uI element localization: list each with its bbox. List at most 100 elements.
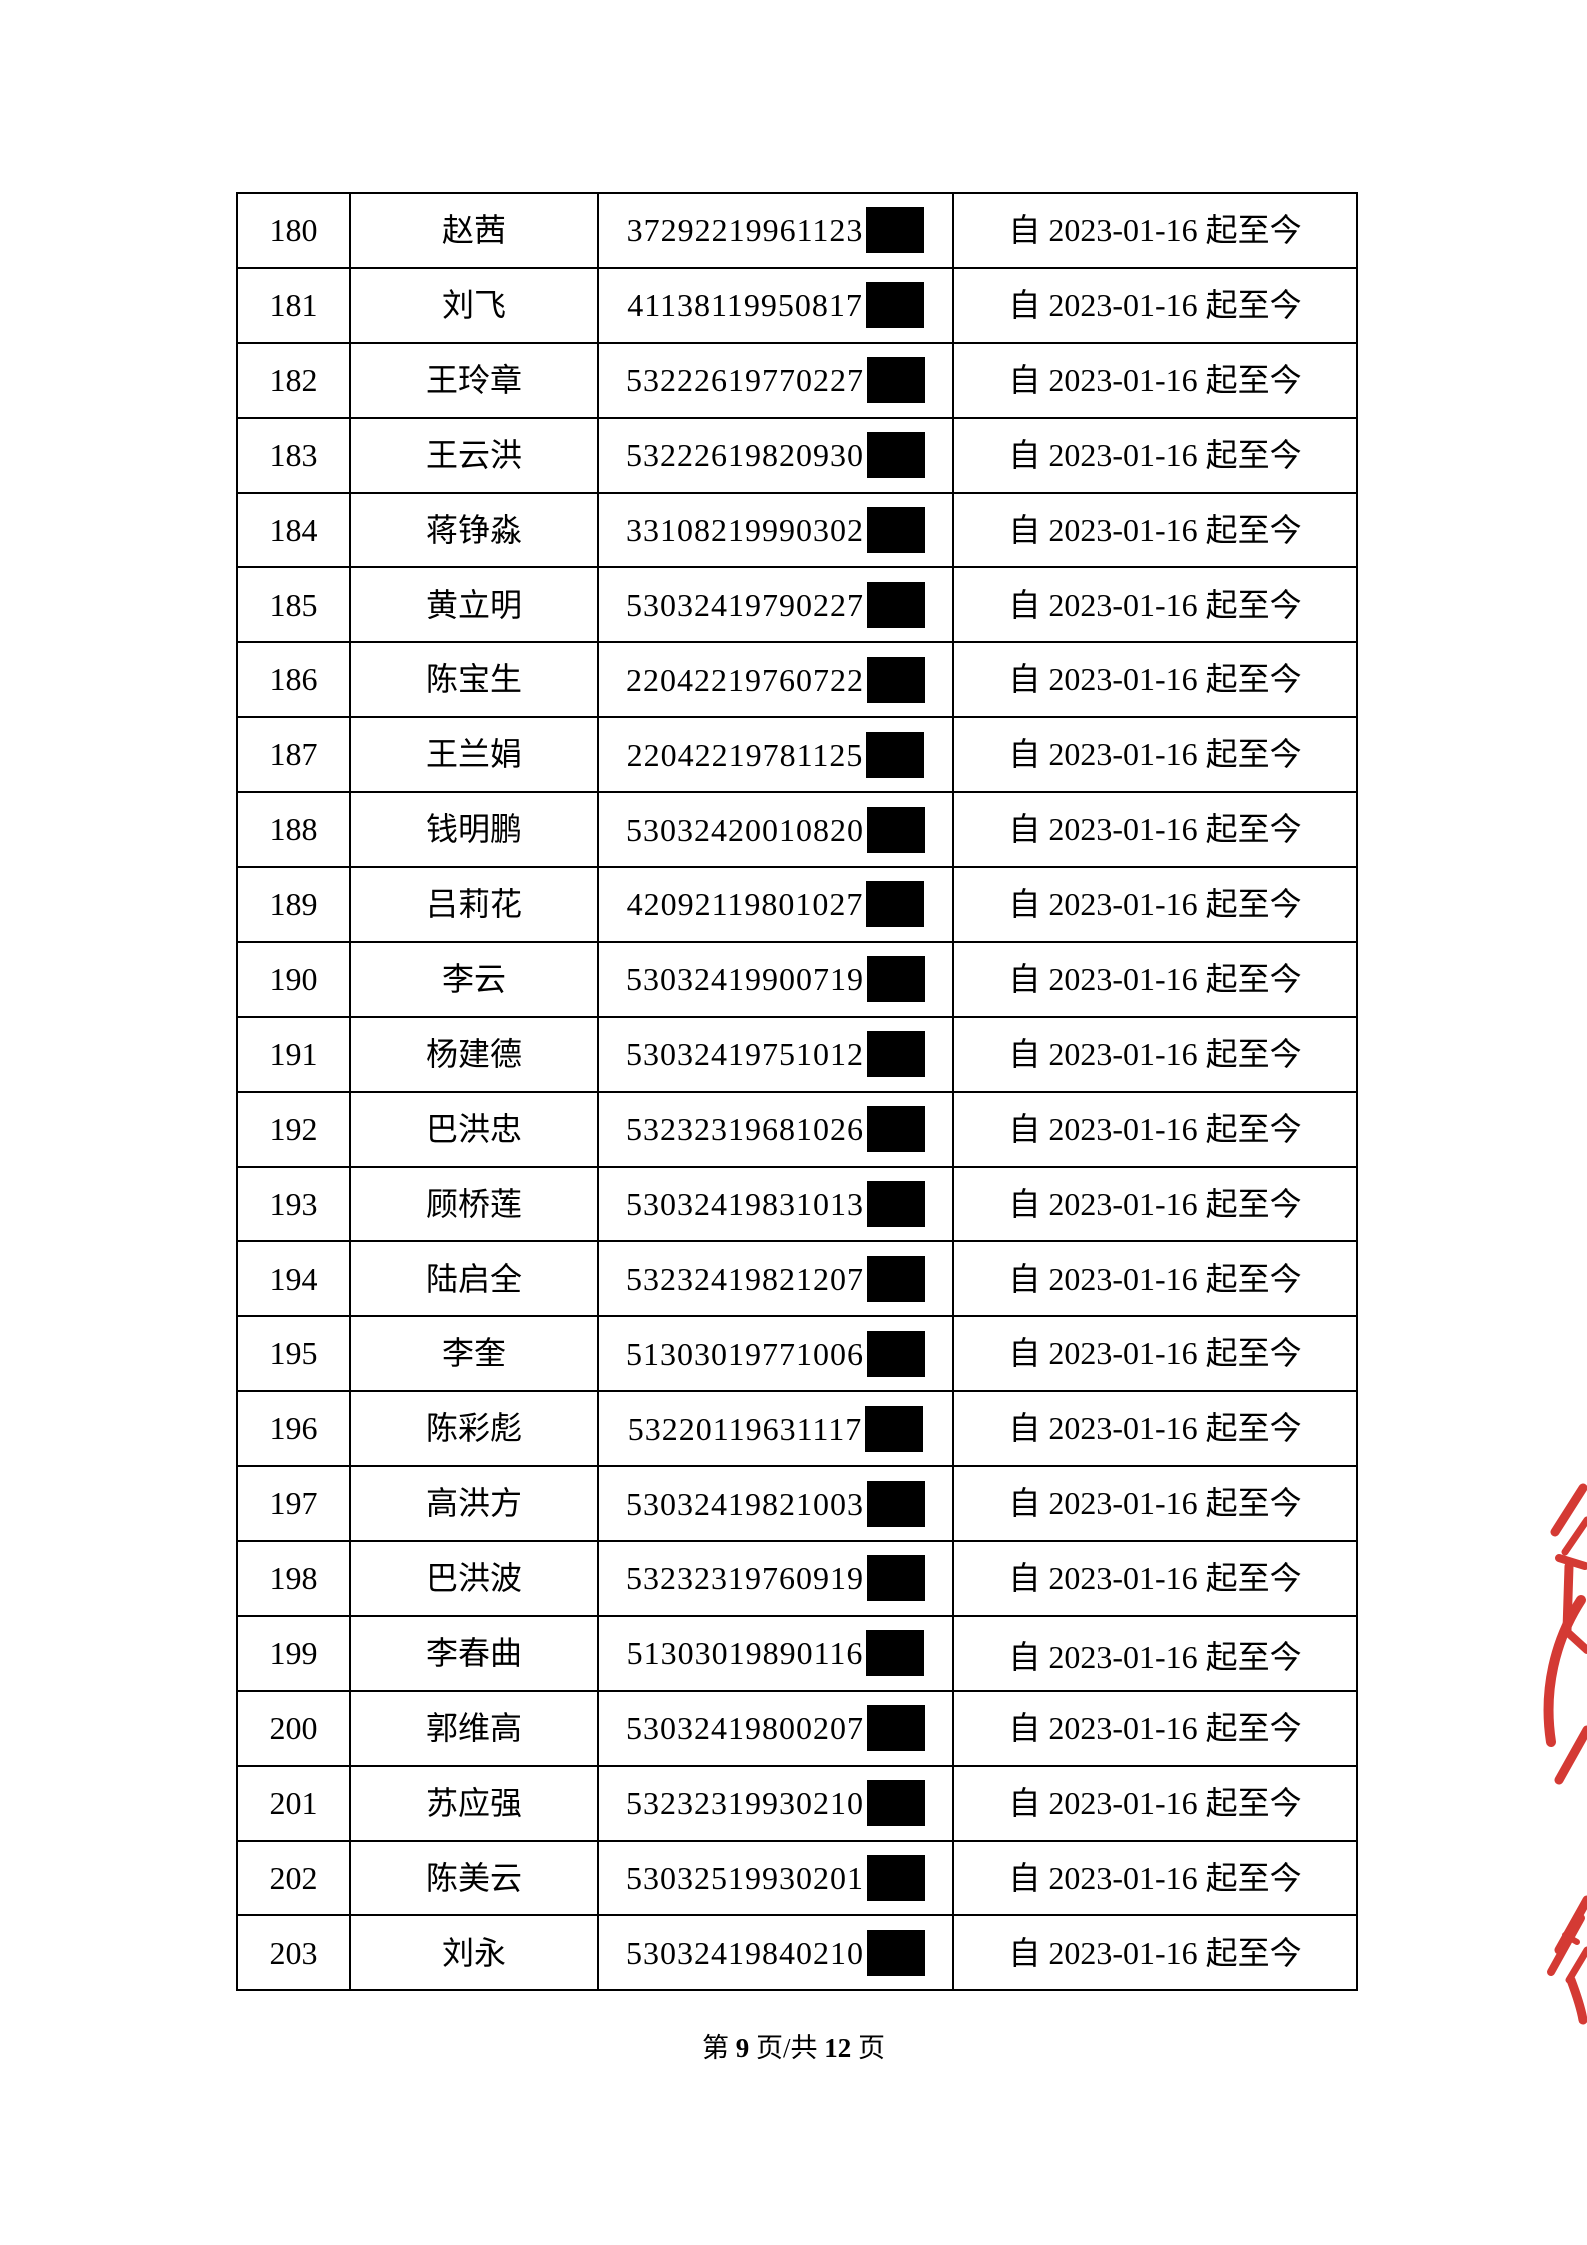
redaction-box: [867, 806, 925, 853]
period-text: 自 2023-01-16 起至今: [1008, 1410, 1302, 1447]
id-number-cell: 53032419751012: [597, 1015, 954, 1093]
id-number-cell: 53032419790227: [597, 566, 954, 644]
table-row: 191 杨建德 53032419751012 自 2023-01-16 起至今: [236, 1015, 1358, 1093]
person-name: 刘永: [349, 1914, 599, 1992]
period-cell: 自 2023-01-16 起至今: [952, 341, 1358, 419]
period-text: 自 2023-01-16 起至今: [1008, 1185, 1302, 1222]
id-number: 53032419840210: [626, 1934, 864, 1971]
id-number-cell: 37292219961123: [597, 192, 954, 269]
period-text: 自 2023-01-16 起至今: [1008, 1110, 1302, 1147]
redaction-box: [867, 357, 925, 404]
table-row: 203 刘永 53032419840210 自 2023-01-16 起至今: [236, 1914, 1358, 1992]
person-name: 蒋铮淼: [349, 491, 599, 569]
person-name: 吕莉花: [349, 866, 599, 943]
person-name: 陈美云: [349, 1839, 599, 1917]
id-number: 53032419800207: [626, 1710, 864, 1747]
person-name: 陆启全: [349, 1240, 599, 1318]
period-cell: 自 2023-01-16 起至今: [952, 566, 1358, 644]
period-cell: 自 2023-01-16 起至今: [952, 791, 1358, 869]
period-cell: 自 2023-01-16 起至今: [952, 1390, 1358, 1468]
person-name: 杨建德: [349, 1015, 599, 1093]
id-number: 53032419831013: [626, 1186, 864, 1223]
period-cell: 自 2023-01-16 起至今: [952, 1839, 1358, 1917]
person-name: 刘飞: [349, 266, 599, 344]
redaction-box: [867, 656, 925, 703]
period-text: 自 2023-01-16 起至今: [1008, 212, 1302, 249]
id-number: 42092119801027: [626, 886, 864, 923]
roster-table-body: 180 赵茜 37292219961123 自 2023-01-16 起至今 1…: [236, 192, 1358, 1992]
id-number-cell: 53220119631117: [597, 1390, 954, 1468]
id-number: 53232419821207: [626, 1260, 864, 1297]
period-text: 自 2023-01-16 起至今: [1008, 1859, 1302, 1896]
table-row: 201 苏应强 53232319930210 自 2023-01-16 起至今: [236, 1764, 1358, 1842]
table-row: 188 钱明鹏 53032420010820 自 2023-01-16 起至今: [236, 791, 1358, 869]
period-cell: 自 2023-01-16 起至今: [952, 1614, 1358, 1692]
table-row: 187 王兰娟 22042219781125 自 2023-01-16 起至今: [236, 716, 1358, 794]
id-number-cell: 53032419840210: [597, 1914, 954, 1992]
redaction-box: [867, 1031, 925, 1078]
row-number: 197: [236, 1465, 351, 1543]
period-cell: 自 2023-01-16 起至今: [952, 1689, 1358, 1767]
id-number-cell: 53232419821207: [597, 1240, 954, 1318]
period-cell: 自 2023-01-16 起至今: [952, 1015, 1358, 1093]
id-number-cell: 53032419900719: [597, 940, 954, 1018]
person-name: 苏应强: [349, 1764, 599, 1842]
table-row: 183 王云洪 53222619820930 自 2023-01-16 起至今: [236, 416, 1358, 494]
row-number: 183: [236, 416, 351, 494]
id-number: 53232319930210: [626, 1785, 864, 1822]
period-cell: 自 2023-01-16 起至今: [952, 1165, 1358, 1243]
id-number-cell: 53232319760919: [597, 1540, 954, 1617]
red-seal-partial-icon: [1543, 1483, 1587, 2025]
id-number-cell: 53032419821003: [597, 1465, 954, 1543]
table-row: 181 刘飞 41138119950817 自 2023-01-16 起至今: [236, 266, 1358, 344]
redaction-box: [867, 1106, 925, 1153]
table-row: 185 黄立明 53032419790227 自 2023-01-16 起至今: [236, 566, 1358, 644]
period-text: 自 2023-01-16 起至今: [1008, 1335, 1302, 1372]
row-number: 187: [236, 716, 351, 794]
person-name: 巴洪忠: [349, 1090, 599, 1168]
row-number: 196: [236, 1390, 351, 1468]
redaction-box: [867, 1480, 925, 1527]
table-row: 189 吕莉花 42092119801027 自 2023-01-16 起至今: [236, 866, 1358, 943]
id-number-cell: 53032419800207: [597, 1689, 954, 1767]
id-number-cell: 22042219781125: [597, 716, 954, 794]
table-row: 202 陈美云 53032519930201 自 2023-01-16 起至今: [236, 1839, 1358, 1917]
row-number: 191: [236, 1015, 351, 1093]
redaction-box: [867, 1705, 925, 1752]
row-number: 186: [236, 641, 351, 719]
row-number: 202: [236, 1839, 351, 1917]
id-number: 22042219781125: [626, 736, 864, 773]
person-name: 陈宝生: [349, 641, 599, 719]
footer-page-number: 9: [735, 2033, 750, 2063]
id-number: 53232319760919: [626, 1560, 864, 1597]
period-text: 自 2023-01-16 起至今: [1008, 361, 1302, 398]
period-cell: 自 2023-01-16 起至今: [952, 1240, 1358, 1318]
person-name: 顾桥莲: [349, 1165, 599, 1243]
row-number: 200: [236, 1689, 351, 1767]
id-number: 53032420010820: [626, 811, 864, 848]
row-number: 193: [236, 1165, 351, 1243]
redaction-box: [865, 1405, 924, 1452]
table-row: 195 李奎 51303019771006 自 2023-01-16 起至今: [236, 1315, 1358, 1393]
row-number: 182: [236, 341, 351, 419]
person-name: 王玲章: [349, 341, 599, 419]
person-name: 李春曲: [349, 1614, 599, 1692]
person-name: 高洪方: [349, 1465, 599, 1543]
id-number-cell: 53032420010820: [597, 791, 954, 869]
period-text: 自 2023-01-16 起至今: [1008, 960, 1302, 997]
period-text: 自 2023-01-16 起至今: [1008, 511, 1302, 548]
redaction-box: [866, 1630, 925, 1677]
id-number: 53032419900719: [626, 961, 864, 998]
period-cell: 自 2023-01-16 起至今: [952, 641, 1358, 719]
row-number: 199: [236, 1614, 351, 1692]
id-number-cell: 53222619820930: [597, 416, 954, 494]
id-number-cell: 53032419831013: [597, 1165, 954, 1243]
id-number-cell: 33108219990302: [597, 491, 954, 569]
id-number: 51303019890116: [626, 1635, 864, 1672]
table-row: 197 高洪方 53032419821003 自 2023-01-16 起至今: [236, 1465, 1358, 1543]
row-number: 185: [236, 566, 351, 644]
table-row: 199 李春曲 51303019890116 自 2023-01-16 起至今: [236, 1614, 1358, 1692]
period-cell: 自 2023-01-16 起至今: [952, 1914, 1358, 1992]
row-number: 198: [236, 1540, 351, 1617]
redaction-box: [867, 432, 925, 479]
